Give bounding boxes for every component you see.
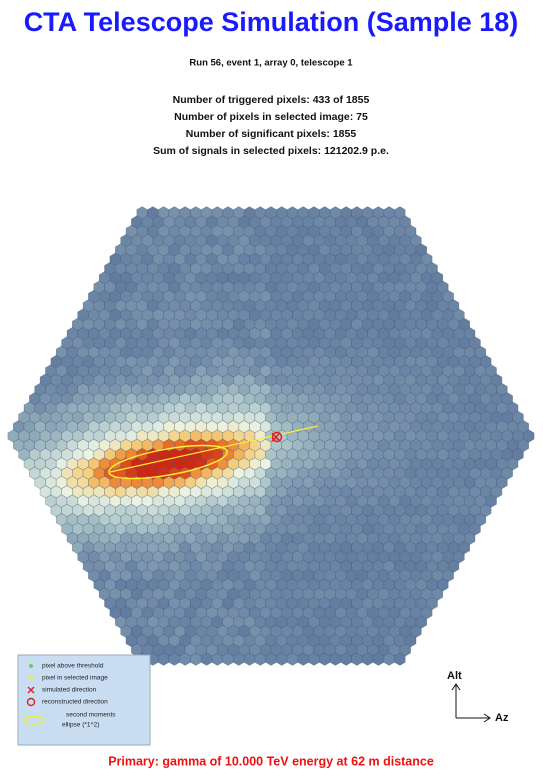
stat-line: Number of triggered pixels: 433 of 1855 bbox=[173, 94, 370, 106]
legend-text: pixel in selected image bbox=[42, 675, 108, 682]
title: CTA Telescope Simulation (Sample 18) bbox=[24, 7, 519, 37]
camera-pixel bbox=[373, 653, 384, 665]
camera-pixel bbox=[309, 653, 320, 665]
camera-pixel bbox=[330, 653, 341, 665]
axis-arrows bbox=[452, 684, 490, 722]
legend-symbol bbox=[29, 664, 33, 668]
camera-pixel bbox=[266, 653, 277, 665]
stat-line: Sum of signals in selected pixels: 12120… bbox=[153, 145, 389, 157]
run-info: Run 56, event 1, array 0, telescope 1 bbox=[189, 58, 353, 69]
camera-pixel bbox=[169, 653, 180, 665]
legend-text: second moments bbox=[66, 712, 116, 719]
legend-symbol bbox=[29, 676, 33, 680]
camera-pixel bbox=[287, 653, 298, 665]
legend: pixel above threshold pixel in selected … bbox=[18, 655, 150, 745]
camera-pixel bbox=[384, 653, 395, 665]
orientation: Alt Az bbox=[447, 670, 509, 724]
alt-label: Alt bbox=[447, 670, 462, 682]
camera-pixel bbox=[233, 653, 244, 665]
camera-pixel bbox=[319, 653, 330, 665]
footer: Primary: gamma of 10.000 TeV energy at 6… bbox=[108, 754, 434, 768]
camera-pixel bbox=[352, 653, 363, 665]
camera-pixel bbox=[158, 653, 169, 665]
camera-pixel bbox=[191, 653, 202, 665]
stat-line: Number of pixels in selected image: 75 bbox=[174, 111, 368, 123]
page: CTA Telescope Simulation (Sample 18) Run… bbox=[0, 0, 543, 775]
camera-pixel bbox=[201, 653, 212, 665]
legend-text: reconstructed direction bbox=[42, 699, 108, 706]
camera-pixel bbox=[362, 653, 373, 665]
camera-pixel bbox=[244, 653, 255, 665]
camera-pixel bbox=[212, 653, 223, 665]
screenshot: CTA Telescope Simulation (Sample 18) Run… bbox=[0, 0, 543, 775]
az-label: Az bbox=[495, 712, 509, 724]
camera-pixel bbox=[298, 653, 309, 665]
legend-text: ellipse (*1^2) bbox=[62, 722, 99, 729]
camera-pixel bbox=[223, 653, 234, 665]
stat-line: Number of significant pixels: 1855 bbox=[186, 128, 357, 140]
legend-text: pixel above threshold bbox=[42, 663, 104, 670]
camera-pixel bbox=[341, 653, 352, 665]
camera-pixel bbox=[255, 653, 266, 665]
camera-pixel bbox=[276, 653, 287, 665]
legend-text: simulated direction bbox=[42, 687, 97, 694]
camera-pixel bbox=[180, 653, 191, 665]
camera-pixel bbox=[395, 653, 406, 665]
